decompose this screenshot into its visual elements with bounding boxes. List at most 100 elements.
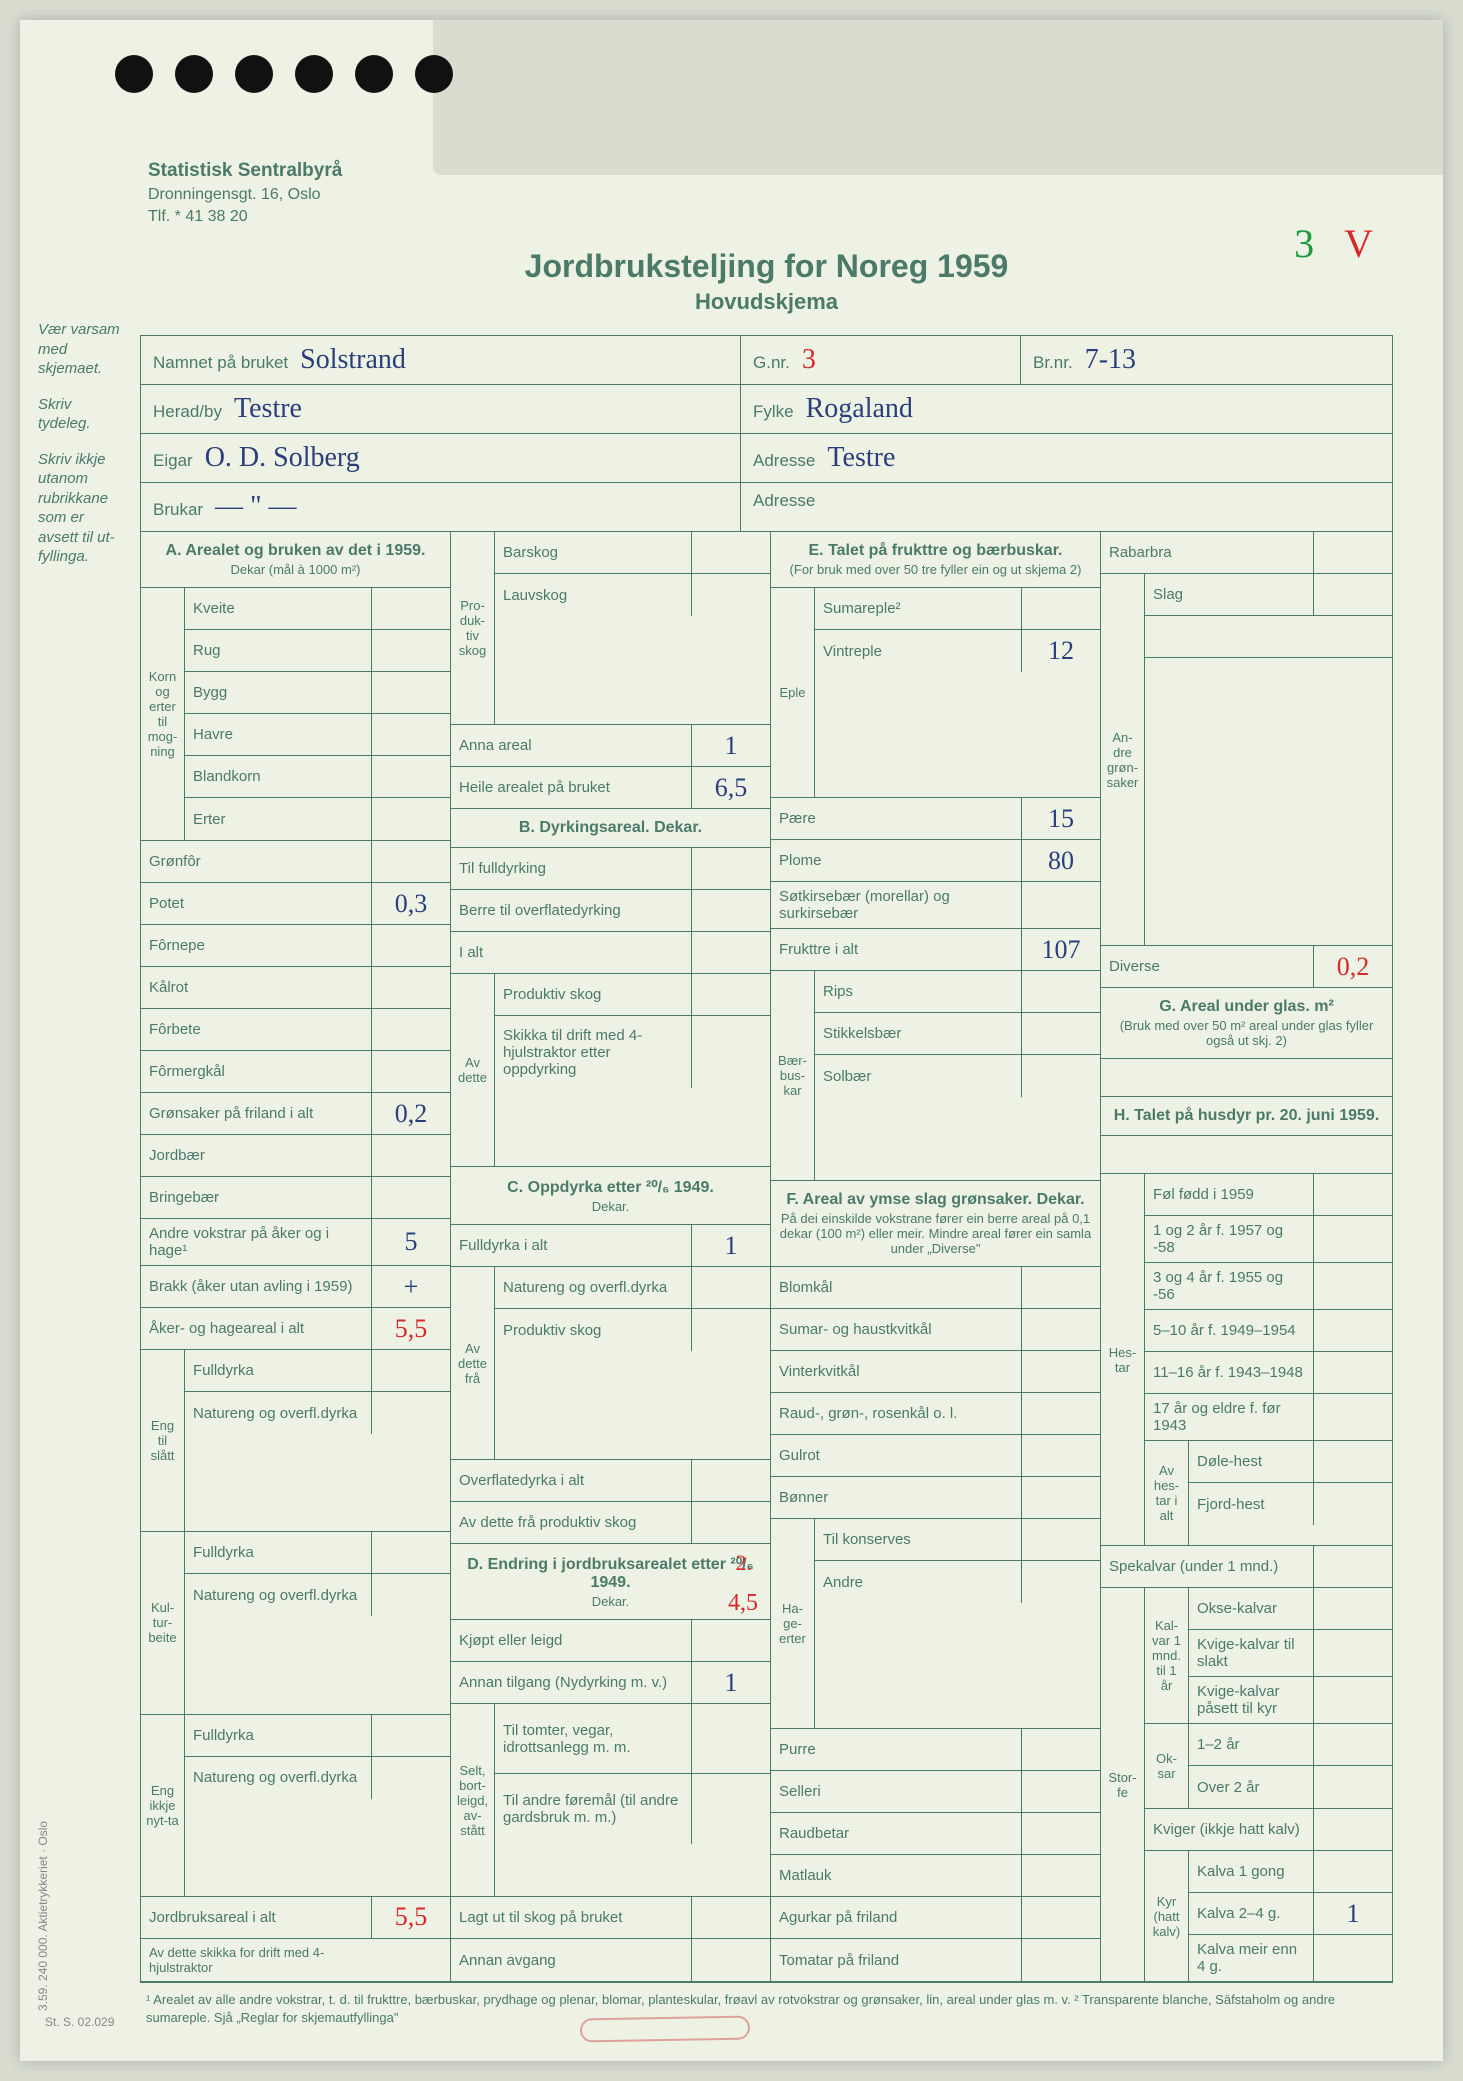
section-bcd: Pro-duk-tiv skog Barskog Lauvskog Anna a…: [451, 532, 771, 1981]
baer-side: Bær-bus-kar: [771, 971, 815, 1180]
header-box: Namnet på bruket Solstrand G.nr. 3 Br.nr…: [140, 335, 1393, 532]
avdette-side: Av dette: [451, 974, 495, 1166]
diverse-val: 0,2: [1314, 946, 1392, 987]
a1116-lbl: 11–16 år f. 1943–1948: [1145, 1352, 1314, 1393]
kveite-lbl: Kveite: [185, 588, 372, 629]
purre-lbl: Purre: [771, 1729, 1022, 1770]
prodskog-side: Pro-duk-tiv skog: [451, 532, 495, 724]
berre-lbl: Berre til overflatedyrking: [451, 890, 692, 931]
fjord-lbl: Fjord-hest: [1189, 1483, 1314, 1525]
k24-lbl: Kalva 2–4 g.: [1189, 1893, 1314, 1934]
herad-val: Testre: [234, 393, 728, 425]
herad-lbl: Herad/by: [153, 402, 222, 422]
red-mark: V: [1344, 220, 1373, 267]
raud-lbl: Raud-, grøn-, rosenkål o. l.: [771, 1393, 1022, 1434]
c-overfl-lbl: Overflatedyrka i alt: [451, 1460, 692, 1501]
f-head: F. Areal av ymse slag grønsaker. Dekar.P…: [771, 1181, 1100, 1267]
d-red1: 2.: [736, 1550, 753, 1576]
adr1-lbl: Adresse: [753, 451, 815, 471]
g-head: G. Areal under glas. m²(Bruk med over 50…: [1101, 988, 1392, 1059]
bygg-lbl: Bygg: [185, 672, 372, 713]
gronfri-val: 0,2: [372, 1093, 450, 1134]
forbete-lbl: Fôrbete: [141, 1009, 372, 1050]
adr2-lbl: Adresse: [753, 491, 815, 511]
org-addr1: Dronningensgt. 16, Oslo: [148, 186, 1393, 204]
adr1-val: Testre: [827, 442, 1380, 474]
a34-lbl: 3 og 4 år f. 1955 og -56: [1145, 1263, 1314, 1309]
c-head: C. Oppdyrka etter ²⁰/₆ 1949.Dekar.: [451, 1167, 770, 1225]
spekalv-lbl: Spekalvar (under 1 mnd.): [1101, 1546, 1314, 1587]
f-sumar-lbl: Sumar- og haustkvitkål: [771, 1309, 1022, 1350]
eik-side: Eng ikkje nyt-ta: [141, 1715, 185, 1896]
brukar-val: — " —: [215, 491, 728, 523]
jordalt-val: 5,5: [372, 1897, 450, 1938]
slag-lbl: Slag: [1145, 574, 1314, 615]
namnet-lbl: Namnet på bruket: [153, 353, 288, 373]
d-head: D. Endring i jordbruksarealet etter ²⁰/₆…: [451, 1544, 770, 1620]
plome-val: 80: [1022, 840, 1100, 881]
st-code: St. S. 02.029: [45, 2015, 114, 2029]
sotk-lbl: Søtkirsebær (morellar) og surkirsebær: [771, 882, 1022, 928]
main-grid: A. Arealet og bruken av det i 1959. Deka…: [140, 532, 1393, 1982]
skikka-lbl: Skikka til drift med 4-hjulstraktor ette…: [495, 1016, 692, 1088]
jordalt-lbl: Jordbruksareal i alt: [141, 1897, 372, 1938]
c-fulld-val: 1: [692, 1225, 770, 1266]
d-annan-val: 1: [692, 1662, 770, 1703]
heile-val: 6,5: [692, 767, 770, 808]
rabarbra-lbl: Rabarbra: [1101, 532, 1314, 573]
matlauk-lbl: Matlauk: [771, 1855, 1022, 1896]
avgang-lbl: Annan avgang: [451, 1939, 692, 1981]
sidebar-p2: Skriv tydeleg.: [38, 395, 128, 434]
annaareal-lbl: Anna areal: [451, 725, 692, 766]
avhest-side: Av hes-tar i alt: [1145, 1441, 1189, 1545]
okse-lbl: Okse-kalvar: [1189, 1588, 1314, 1629]
aker-lbl: Åker- og hageareal i alt: [141, 1308, 372, 1349]
o2-lbl: Over 2 år: [1189, 1766, 1314, 1808]
gronfri-lbl: Grønsaker på friland i alt: [141, 1093, 372, 1134]
vintre-lbl: Vintreple: [815, 630, 1022, 672]
andre-gron-side: An-dre grøn-saker: [1101, 574, 1145, 945]
gulrot-lbl: Gulrot: [771, 1435, 1022, 1476]
bonner-lbl: Bønner: [771, 1477, 1022, 1518]
potet-lbl: Potet: [141, 883, 372, 924]
instructions-sidebar: Vær varsam med skjemaet. Skriv tydeleg. …: [38, 320, 128, 583]
brukar-lbl: Brukar: [153, 500, 203, 520]
avfra-side: Av dette frå: [451, 1267, 495, 1459]
d-andre-lbl: Til andre føremål (til andre gardsbruk m…: [495, 1774, 692, 1844]
sidebar-p1: Vær varsam med skjemaet.: [38, 320, 128, 379]
frukt-val: 107: [1022, 929, 1100, 970]
a12-lbl: 1 og 2 år f. 1957 og -58: [1145, 1216, 1314, 1262]
kjopt-lbl: Kjøpt eller leigd: [451, 1620, 692, 1661]
b-prodskog-lbl: Produktiv skog: [495, 974, 692, 1015]
eple-side: Eple: [771, 588, 815, 797]
gnr-lbl: G.nr.: [753, 353, 790, 373]
andre-val: 5: [372, 1219, 450, 1265]
gronfor-lbl: Grønfôr: [141, 841, 372, 882]
f-andre-lbl: Andre: [815, 1561, 1022, 1603]
print-code: 3.59. 240 000. Aktietrykkeriet · Oslo: [36, 1821, 50, 2011]
a510-lbl: 5–10 år f. 1949–1954: [1145, 1310, 1314, 1351]
fol-lbl: Føl fødd i 1959: [1145, 1174, 1314, 1215]
d-annan-lbl: Annan tilgang (Nydyrking m. v.): [451, 1662, 692, 1703]
kalvar-side: Kal-var 1 mnd. til 1 år: [1145, 1588, 1189, 1723]
brakk-val: +: [372, 1266, 450, 1307]
rug-lbl: Rug: [185, 630, 372, 671]
a17-lbl: 17 år og eldre f. før 1943: [1145, 1394, 1314, 1440]
form-title: Jordbruksteljing for Noreg 1959: [140, 248, 1393, 285]
erter-lbl: Erter: [185, 798, 372, 840]
natur-lbl: Natureng og overfl.dyrka: [185, 1392, 372, 1434]
form-subtitle: Hovudskjema: [140, 289, 1393, 315]
stikk-lbl: Stikkelsbær: [815, 1013, 1022, 1054]
a-head: A. Arealet og bruken av det i 1959. Deka…: [141, 532, 450, 588]
tomter-lbl: Til tomter, vegar, idrottsanlegg m. m.: [495, 1704, 692, 1773]
red-stamp: [580, 2016, 750, 2043]
o12-lbl: 1–2 år: [1189, 1724, 1314, 1765]
c-avprod-lbl: Av dette frå produktiv skog: [451, 1502, 692, 1543]
k1-lbl: Kalva 1 gong: [1189, 1851, 1314, 1892]
kalrot-lbl: Kålrot: [141, 967, 372, 1008]
eng-side: Eng til slått: [141, 1350, 185, 1531]
org-addr2: Tlf. * 41 38 20: [148, 208, 1393, 226]
kvigek-lbl: Kvige-kalvar til slakt: [1189, 1630, 1314, 1676]
storfe-side: Stor-fe: [1101, 1588, 1145, 1981]
tilfull-lbl: Til fulldyrking: [451, 848, 692, 889]
